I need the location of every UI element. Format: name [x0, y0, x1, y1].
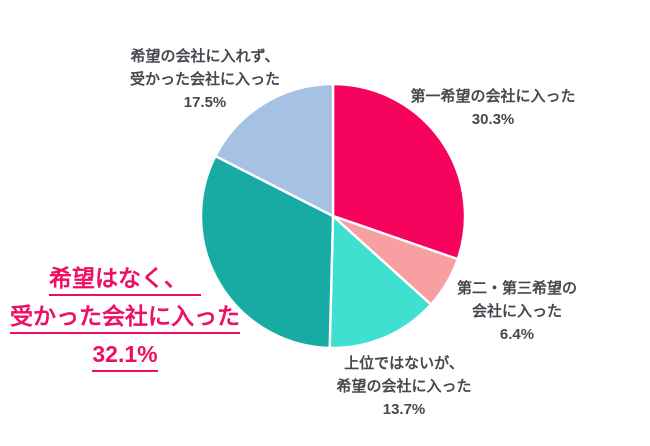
slice-label-line: 第一希望の会社に入った	[410, 88, 576, 105]
slice-label-line: 第二・第三希望の	[456, 280, 578, 297]
slice-label-pct: 17.5%	[183, 94, 227, 111]
slice-label-first-choice: 第一希望の会社に入った 30.3%	[410, 85, 575, 131]
slice-label-line: 受かった会社に入った	[129, 71, 281, 88]
slice-label-line: 希望の会社に入れず、	[130, 48, 280, 65]
slice-label-line: 希望の会社に入った	[336, 378, 472, 395]
underlined-text: 32.1%	[92, 340, 158, 372]
pie-slice-3	[199, 154, 335, 350]
slice-label-pct: 13.7%	[382, 401, 426, 418]
underlined-text: 希望はなく、	[49, 264, 201, 296]
slice-label-line: 上位ではないが、	[344, 355, 464, 372]
underlined-text: 受かった会社に入った	[10, 302, 240, 334]
slice-label-pct: 6.4%	[499, 326, 535, 343]
slice-label-pct: 30.3%	[471, 111, 515, 128]
pie-slice-4	[214, 82, 335, 218]
slice-label-pct: 32.1%	[10, 340, 240, 378]
slice-label-not-top-but-desired: 上位ではないが、 希望の会社に入った 13.7%	[336, 352, 471, 421]
slice-label-second-third-choice: 第二・第三希望の 会社に入った 6.4%	[457, 277, 577, 346]
slice-label-not-desired-company: 希望の会社に入れず、 受かった会社に入った 17.5%	[130, 45, 280, 114]
slice-label-line: 会社に入った	[471, 303, 563, 320]
pie-slice-2	[328, 214, 433, 350]
slice-label-line: 希望はなく、	[10, 264, 240, 302]
pie-slice-0	[331, 82, 467, 261]
pie-chart-svg	[199, 82, 467, 350]
slice-label-line: 受かった会社に入った	[10, 302, 240, 340]
slice-label-no-preference-emphasized: 希望はなく、 受かった会社に入った 32.1%	[10, 264, 240, 378]
